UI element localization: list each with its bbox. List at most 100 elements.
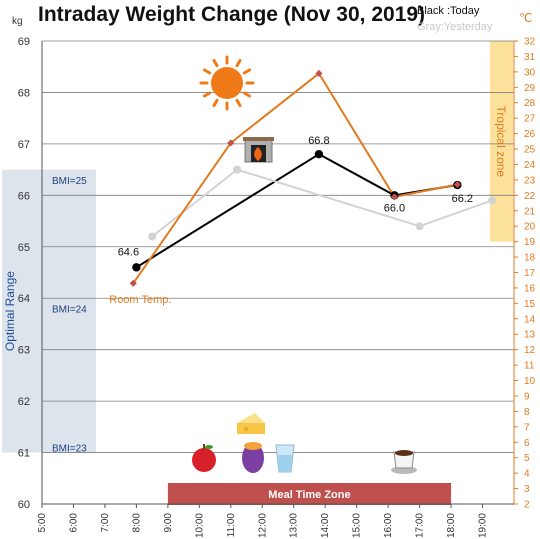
y2-tick-label: 8 [524,407,530,418]
series-line-yesterday [151,168,493,238]
y2-tick-label: 12 [524,345,536,356]
y-tick-label: 68 [18,87,30,99]
x-tick-label: 5:00 [37,513,48,533]
y2-tick-label: 6 [524,438,530,449]
y2-tick-label: 21 [524,206,536,217]
fireplace-icon [243,137,274,163]
x-tick-label: 9:00 [163,513,174,533]
room-temp-point [227,139,235,147]
x-tick-label: 14:00 [320,513,331,538]
room-temp-point [129,279,137,287]
today-data-label: 66.2 [452,193,473,205]
y2-tick-label: 9 [524,391,530,402]
sun-ray [202,68,212,75]
today-data-label: 66.8 [308,135,329,147]
sun-ray [242,68,252,75]
y2-tick-label: 24 [524,160,536,171]
tropical-zone-label: Tropical zone [494,106,508,178]
yesterday-point [233,165,242,174]
x-tick-label: 16:00 [383,513,394,538]
meal-time-zone-band [167,483,452,505]
yesterday-point [487,196,496,205]
series-line-room-temp [132,72,458,284]
y2-tick-label: 19 [524,237,536,248]
chart-title: Intraday Weight Change (Nov 30, 2019) [38,3,425,26]
sun-ray [212,98,219,108]
y2-tick-label: 32 [524,37,536,48]
y-tick-label: 61 [18,448,30,460]
fireplace-flame [254,147,262,161]
optimal-range-band [2,169,96,453]
yesterday-point [148,232,157,241]
y-tick-label: 67 [18,139,30,151]
cheese-hole [244,427,248,431]
cheese-top [237,413,265,423]
y-tick-label: 60 [18,499,30,511]
room-temp-point [315,69,323,77]
y2-tick-label: 7 [524,422,530,433]
optimal-range-label: Optimal Range [3,271,17,351]
today-point [314,149,324,159]
y2-tick-label: 26 [524,129,536,140]
sun-disc [211,67,243,99]
x-tick-label: 10:00 [194,513,205,538]
sun-ray [235,98,242,108]
x-tick-label: 19:00 [478,513,489,538]
y2-tick-label: 28 [524,98,536,109]
x-tick-label: 11:00 [226,513,237,538]
y2-tick-label: 10 [524,376,536,387]
y2-tick-label: 2 [524,500,530,511]
y2-tick-label: 16 [524,283,536,294]
apple-stem [203,444,205,450]
cheese-icon [237,413,265,434]
yesterday-point [415,222,424,231]
room-temp-annotation: Room Temp. [109,294,171,306]
apple-leaf [205,445,213,449]
legend-yesterday: Gray:Yesterday [417,21,493,33]
tropical-zone-band [490,41,513,242]
y2-tick-label: 14 [524,314,536,325]
y-tick-label: 63 [18,345,30,357]
y2-tick-label: 18 [524,253,536,264]
coffee-icon [391,450,417,474]
y2-tick-label: 20 [524,222,536,233]
y2-tick-label: 4 [524,469,530,480]
y-tick-label: 64 [18,293,30,305]
y-tick-label: 62 [18,396,30,408]
sun-ray [242,91,252,98]
y-tick-label: 66 [18,190,30,202]
y2-tick-label: 13 [524,330,536,341]
sun-ray [212,58,219,68]
y2-tick-label: 15 [524,299,536,310]
y-tick-label: 69 [18,36,30,48]
x-tick-label: 13:00 [289,513,300,538]
fireplace-mantel [243,137,274,141]
y2-axis-unit: ℃ [519,11,532,25]
sun-icon [199,55,255,111]
sun-ray [235,58,242,68]
y-axis-unit: kg [12,16,23,27]
room-temp-point [453,180,461,189]
y2-tick-label: 22 [524,191,536,202]
y2-tick-label: 27 [524,114,536,125]
apple-icon [192,444,216,472]
sweet-potato-body [242,443,264,473]
sweet-potato-icon [242,442,264,473]
y2-tick-label: 5 [524,453,530,464]
x-tick-label: 18:00 [446,513,457,538]
apple-body [192,448,216,472]
legend-today: Black :Today [417,5,480,17]
x-tick-label: 15:00 [352,513,363,538]
water-glass-icon [275,444,295,473]
room-temp-point [390,193,398,201]
bmi-label: BMI=23 [52,443,87,454]
y2-tick-label: 25 [524,145,536,156]
today-point [132,263,141,272]
water-glass-water [278,455,292,472]
x-tick-label: 17:00 [415,513,426,538]
cheese-body [237,423,265,434]
y-tick-label: 65 [18,242,30,254]
coffee-liquid [395,450,413,456]
y2-tick-label: 29 [524,83,536,94]
